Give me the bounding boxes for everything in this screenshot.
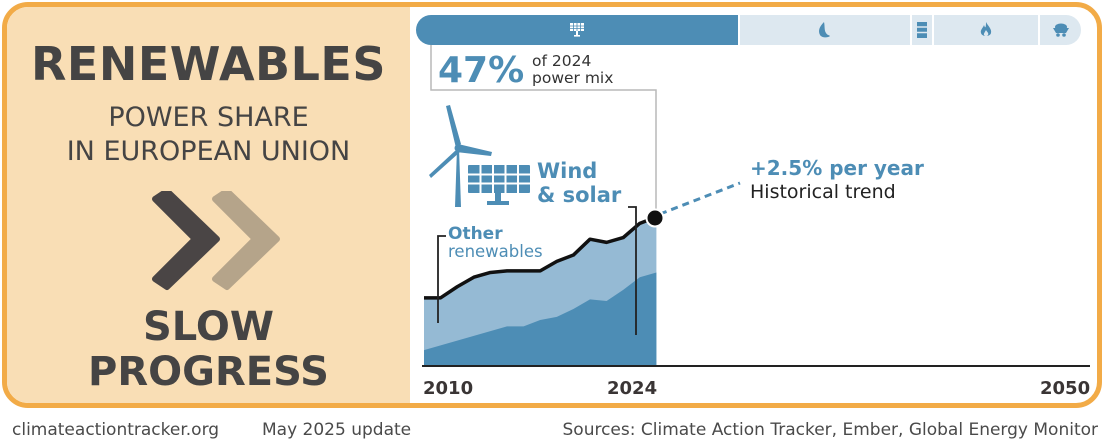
subtitle-line-1: POWER SHARE [108, 102, 309, 133]
rating-line-1: SLOW [143, 304, 274, 350]
wind-solar-label-line-1: Wind [537, 159, 598, 183]
highlight-caption-line-2: power mix [532, 69, 614, 87]
tab-coal[interactable] [1040, 15, 1081, 45]
coal-cart-icon [1052, 23, 1069, 37]
solar-panel-icon [570, 23, 584, 37]
wind-solar-label: Wind & solar [537, 159, 621, 207]
card-frame: RENEWABLES POWER SHARE IN EUROPEAN UNION… [2, 2, 1102, 408]
chevron-dark [152, 191, 220, 290]
x-tick-label: 2010 [423, 378, 474, 399]
footer-sources: Sources: Climate Action Tracker, Ember, … [562, 420, 1099, 440]
rating-label: SLOW PROGRESS [7, 305, 410, 395]
panel-title: RENEWABLES [31, 37, 386, 91]
rating-line-2: PROGRESS [88, 349, 329, 395]
solar-panel-icon-large [468, 165, 530, 205]
highlight-callout-line [430, 45, 657, 216]
wind-solar-bracket [628, 206, 637, 335]
leaf-icon [819, 22, 830, 38]
highlight-caption: of 2024 power mix [532, 53, 613, 87]
other-renewables-label: Other renewables [448, 224, 543, 261]
wind-solar-label-line-2: & solar [537, 183, 622, 207]
tab-biomass[interactable] [740, 15, 910, 45]
current-value-marker [645, 208, 665, 228]
total-renewables-line [424, 215, 658, 300]
tab-renewables[interactable] [416, 15, 738, 45]
footer-site[interactable]: climateactiontracker.org [12, 420, 220, 440]
footer-update: May 2025 update [262, 420, 412, 440]
x-tick-label: 2024 [607, 378, 658, 399]
subtitle-line-2: IN EUROPEAN UNION [66, 136, 351, 167]
highlight-value: 47% [438, 50, 525, 91]
other-renewables-bracket [437, 235, 446, 323]
flame-icon [980, 22, 992, 37]
x-tick-label: 2050 [1040, 378, 1091, 399]
other-renewables-label-line-1: Other [448, 224, 503, 244]
chevron-light [212, 191, 280, 290]
oil-barrel-icon [917, 22, 927, 38]
sector-tabs [416, 15, 1081, 45]
trend-value: +2.5% per year [750, 156, 924, 180]
tab-oil[interactable] [912, 15, 932, 45]
wind-turbine-icon [429, 105, 492, 207]
trend-label: Historical trend [750, 181, 896, 203]
double-chevron-right-icon [152, 191, 280, 290]
wind-solar-area [424, 272, 657, 366]
left-panel: RENEWABLES POWER SHARE IN EUROPEAN UNION… [7, 7, 410, 403]
trend-line [659, 181, 741, 216]
other-renewables-label-line-2: renewables [448, 242, 543, 261]
panel-subtitle: POWER SHARE IN EUROPEAN UNION [7, 101, 410, 169]
highlight-caption-line-1: of 2024 [532, 52, 592, 70]
tab-gas[interactable] [934, 15, 1038, 45]
